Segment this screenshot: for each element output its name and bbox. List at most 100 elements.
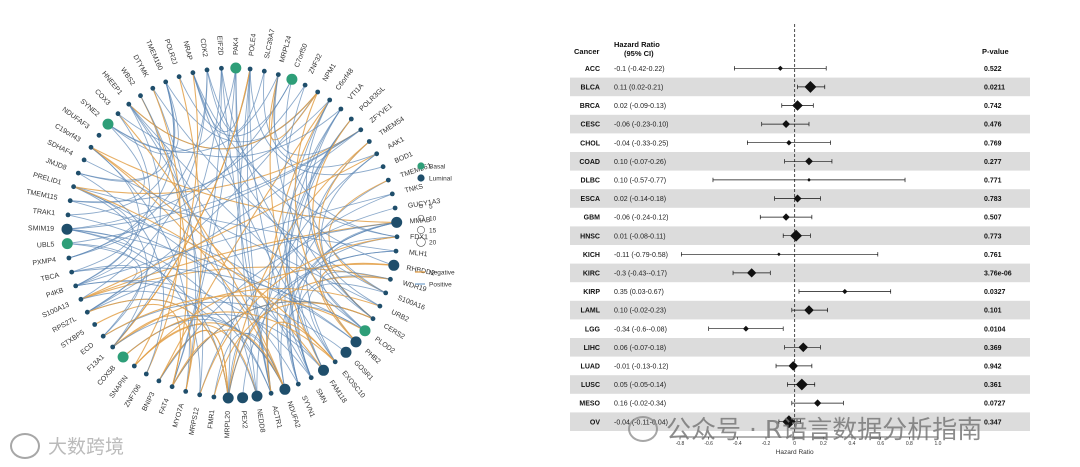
positive-edge	[158, 207, 396, 382]
gene-node	[156, 378, 162, 384]
cancer-label: DLBC	[581, 178, 600, 185]
gene-node	[295, 381, 301, 387]
hr-point	[790, 229, 803, 242]
positive-edge	[266, 108, 342, 394]
gene-node	[332, 359, 338, 365]
positive-edge	[71, 266, 366, 332]
x-tick-label: 0.6	[877, 441, 884, 447]
positive-edge	[206, 69, 394, 266]
cancer-label: LUSC	[581, 382, 600, 389]
positive-edge	[75, 193, 393, 287]
gene-label: GOSR1	[352, 360, 374, 383]
negative-edge	[294, 91, 357, 343]
cancer-label: LIHC	[584, 345, 600, 352]
legend-group-dot	[417, 174, 425, 182]
pvalue-label: 0.347	[984, 419, 1002, 426]
hr-point	[792, 100, 803, 111]
gene-label: FDX1	[410, 234, 428, 241]
gene-label: VTI1A	[347, 82, 365, 101]
positive-edge	[80, 69, 208, 300]
gene-label: BOD1	[394, 151, 414, 165]
positive-edge	[246, 68, 272, 394]
positive-edge	[78, 172, 165, 375]
positive-edge	[220, 68, 366, 332]
gene-label: C7orf50	[294, 43, 310, 69]
negative-edge	[140, 95, 188, 387]
gene-label: FMR1	[207, 409, 216, 429]
pvalue-label: 0.0104	[984, 326, 1006, 333]
cancer-label: HNSC	[580, 233, 600, 240]
gene-node	[385, 177, 391, 183]
negative-edge	[266, 321, 336, 394]
gene-label: PXMP4	[32, 257, 57, 268]
gene-node	[327, 97, 333, 103]
gene-label: MRPL24	[279, 35, 293, 63]
hr-point	[782, 120, 790, 129]
gene-label: WDR19	[402, 280, 428, 294]
positive-edge	[66, 228, 357, 343]
gene-node	[117, 351, 129, 363]
gene-node	[219, 65, 224, 71]
positive-edge	[227, 250, 397, 399]
legend-group-label: Basal	[429, 164, 446, 171]
gene-node	[81, 157, 87, 163]
gene-node	[338, 106, 344, 112]
gene-node	[204, 67, 210, 73]
positive-edge	[75, 113, 151, 287]
positive-edge	[192, 72, 374, 320]
positive-edge	[87, 221, 397, 313]
gene-node	[348, 116, 354, 122]
gene-node	[163, 79, 169, 85]
negative-edge	[158, 99, 331, 382]
gene-node	[251, 390, 263, 402]
negative-edge	[133, 263, 394, 367]
gene-node	[102, 118, 114, 130]
hr-point	[842, 288, 848, 295]
negative-edge	[145, 88, 182, 375]
positive-edge	[199, 193, 393, 395]
gene-label: P4KB	[45, 287, 65, 299]
gene-node	[222, 392, 234, 404]
gene-label: ZFYVE1	[369, 103, 394, 125]
cancer-label: GBM	[584, 215, 601, 222]
gene-label: MRPS12	[189, 407, 201, 436]
gene-node	[183, 389, 189, 394]
ci-label: -0.06 (-0.24-0.12)	[614, 215, 668, 222]
ci-label: 0.02 (-0.09-0.13)	[614, 103, 666, 110]
positive-edge	[289, 221, 397, 385]
positive-edge	[286, 99, 331, 378]
x-tick-label: -0.2	[762, 441, 771, 447]
gene-node	[230, 62, 242, 74]
gene-label: SYNE2	[79, 98, 101, 118]
gene-node	[392, 205, 398, 211]
gene-node	[391, 216, 403, 228]
positive-edge	[128, 103, 366, 332]
ci-label: -0.01 (-0.13-0.12)	[614, 364, 668, 371]
positive-edge	[67, 214, 324, 371]
gene-node	[247, 66, 253, 72]
gene-network-chart: POLE4 SLC39A7 MRPL24 C7orf50ZNF32NPM1C6orf4…	[26, 28, 455, 438]
gene-node	[143, 371, 149, 377]
pvalue-label: 0.0211	[984, 85, 1005, 92]
gene-node	[388, 259, 400, 271]
gene-label: CDK2	[198, 38, 208, 58]
negative-edge	[102, 295, 366, 337]
gene-label: EIF2D	[215, 35, 223, 55]
ci-label: 0.10 (-0.07-0.26)	[614, 159, 666, 166]
positive-edge	[249, 68, 312, 378]
pvalue-label: 0.769	[984, 140, 1002, 147]
gene-node	[96, 132, 102, 138]
gene-node	[138, 93, 143, 99]
cancer-label: CHOL	[580, 140, 601, 147]
cancer-label: OV	[590, 419, 600, 426]
negative-edge	[112, 315, 192, 392]
ci-label: -0.3 (-0.43--0.17)	[614, 271, 667, 278]
gene-label: SDHAF4	[46, 139, 74, 158]
gene-node	[315, 89, 321, 95]
cancer-label: MESO	[579, 401, 600, 408]
gene-label: S100A16	[396, 295, 425, 312]
row-band	[570, 263, 1030, 283]
hr-point	[743, 325, 749, 332]
gene-label: ACTR1	[270, 405, 282, 429]
ci-label: -0.04 (-0.33-0.25)	[614, 140, 668, 147]
